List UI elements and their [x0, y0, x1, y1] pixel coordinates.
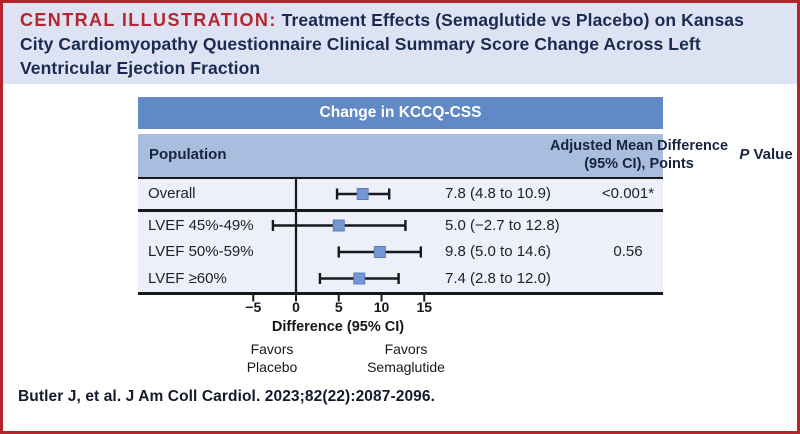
- page-title: CENTRAL ILLUSTRATION: Treatment Effects …: [20, 8, 765, 80]
- estimate-marker: [332, 219, 345, 232]
- page-title-text: Treatment Effects (Semaglutide vs Placeb…: [20, 10, 744, 78]
- column-header-pvalue: P Value: [716, 146, 800, 163]
- x-axis-tick: 5: [334, 299, 343, 315]
- panel-title-bar: Change in KCCQ-CSS: [138, 97, 663, 129]
- effect-value: 9.8 (5.0 to 14.6): [445, 243, 551, 260]
- x-axis-tick: −5: [245, 299, 262, 315]
- population-label: LVEF 50%-59%: [148, 243, 254, 260]
- pvalue-italic-p: P: [739, 146, 750, 163]
- x-axis-tick: 15: [416, 299, 433, 315]
- estimate-marker: [353, 272, 366, 285]
- population-label: LVEF 45%-49%: [148, 216, 254, 234]
- favors-left-line2: Placebo: [246, 358, 298, 375]
- overall-row-background: [138, 179, 663, 212]
- favors-semaglutide-label: Favors Semaglutide: [341, 341, 471, 376]
- column-header-population: Population: [149, 146, 227, 163]
- column-header-effect: Adjusted Mean Difference (95% CI), Point…: [514, 138, 764, 173]
- favors-left-line1: Favors: [250, 341, 294, 357]
- citation: Butler J, et al. J Am Coll Cardiol. 2023…: [18, 388, 436, 405]
- favors-right-line2: Semaglutide: [367, 358, 445, 375]
- p-value: <0.001*: [601, 185, 655, 202]
- population-label: LVEF ≥60%: [148, 269, 227, 287]
- estimate-marker: [373, 246, 386, 258]
- column-header-row: Population Adjusted Mean Difference (95%…: [138, 134, 793, 179]
- x-axis-label: Difference (95% CI): [271, 319, 405, 335]
- kicker-label: CENTRAL ILLUSTRATION:: [20, 10, 277, 30]
- p-value: 0.56: [613, 243, 643, 260]
- x-axis-tick: 0: [292, 299, 300, 315]
- pvalue-rest: Value: [749, 146, 793, 163]
- title-band: CENTRAL ILLUSTRATION: Treatment Effects …: [0, 0, 800, 84]
- estimate-marker: [356, 188, 369, 200]
- effect-value: 7.8 (4.8 to 10.9): [445, 185, 551, 202]
- x-axis-tick: 10: [373, 299, 390, 315]
- column-header-effect-line2: (95% CI), Points: [584, 155, 694, 172]
- effect-value: 7.4 (2.8 to 12.0): [445, 269, 551, 287]
- favors-right-line1: Favors: [384, 341, 428, 357]
- population-label: Overall: [148, 185, 196, 202]
- effect-value: 5.0 (−2.7 to 12.8): [445, 216, 560, 234]
- favors-placebo-label: Favors Placebo: [207, 341, 337, 376]
- column-header-effect-line1: Adjusted Mean Difference: [549, 138, 729, 154]
